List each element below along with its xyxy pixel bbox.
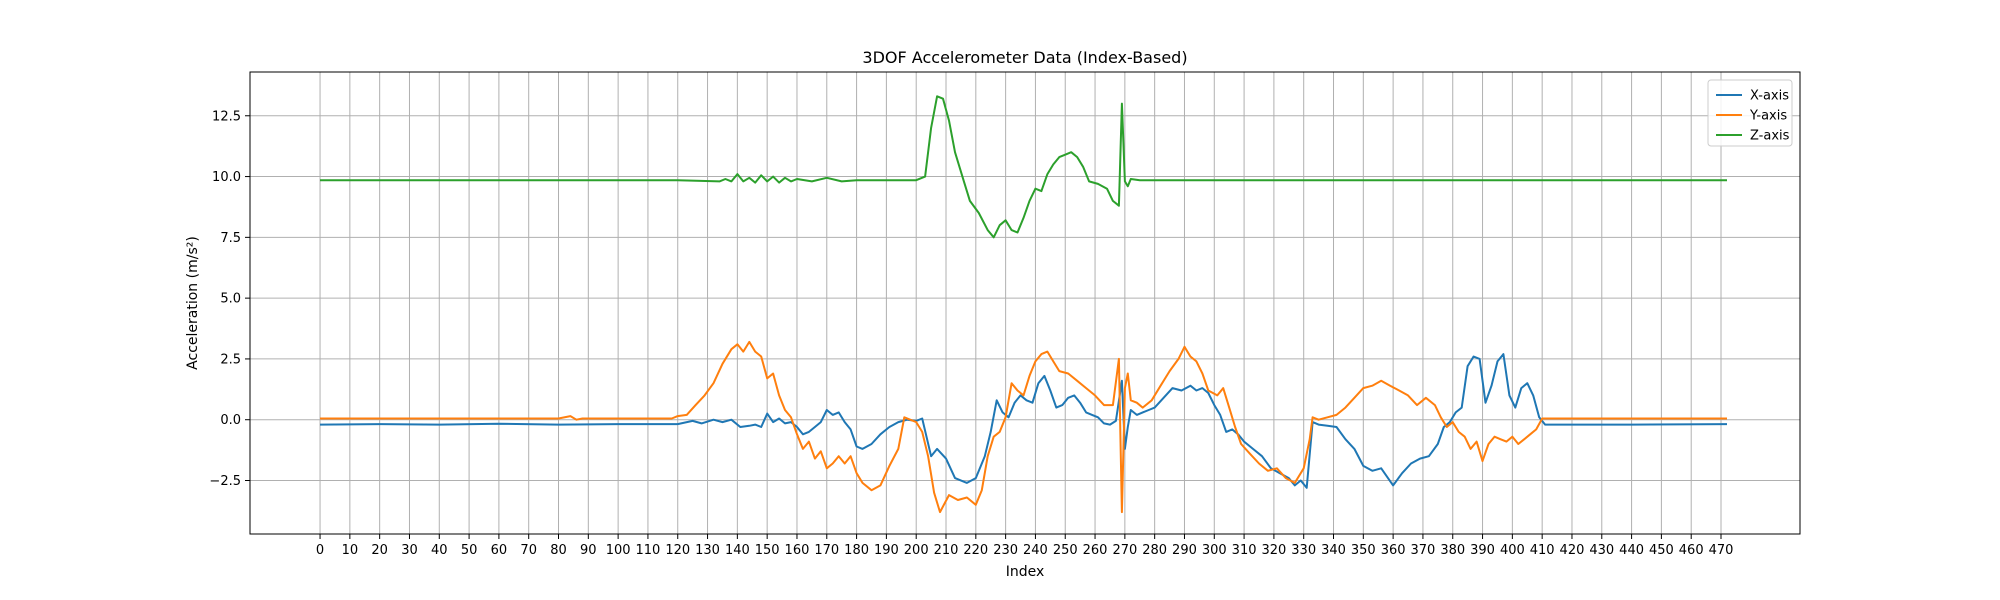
x-tick-label: 400 — [1500, 543, 1525, 558]
y-axis-ticks: −2.5 0.0 2.5 5.0 7.5 10.0 12.5 — [209, 109, 250, 489]
x-tick-label: 380 — [1440, 543, 1465, 558]
series-line-z-axis — [320, 95, 1727, 239]
y-tick-label: 2.5 — [220, 352, 241, 367]
x-tick-label: 250 — [1053, 543, 1078, 558]
x-tick-label: 270 — [1112, 543, 1137, 558]
x-tick-label: 80 — [550, 543, 567, 558]
series-lines — [319, 95, 1728, 514]
x-tick-label: 240 — [1023, 543, 1048, 558]
x-tick-label: 170 — [814, 543, 839, 558]
x-tick-label: 290 — [1172, 543, 1197, 558]
x-tick-label: 210 — [934, 543, 959, 558]
y-tick-label: 7.5 — [220, 231, 241, 246]
x-tick-label: 440 — [1619, 543, 1644, 558]
x-tick-label: 40 — [431, 543, 448, 558]
x-tick-label: 320 — [1261, 543, 1286, 558]
y-tick-label: 0.0 — [220, 413, 241, 428]
x-tick-label: 50 — [461, 543, 478, 558]
x-tick-label: 430 — [1589, 543, 1614, 558]
legend: X-axis Y-axis Z-axis — [1707, 79, 1793, 147]
x-axis-ticks: 0 10 20 30 40 50 60 70 80 90 100 110 120 130 140 150 160… — [316, 534, 1734, 558]
legend-label: X-axis — [1750, 89, 1789, 104]
x-tick-label: 340 — [1321, 543, 1346, 558]
x-tick-label: 0 — [316, 543, 324, 558]
y-tick-label: 10.0 — [212, 170, 241, 185]
x-tick-label: 470 — [1709, 543, 1734, 558]
x-tick-label: 360 — [1381, 543, 1406, 558]
x-tick-label: 420 — [1560, 543, 1585, 558]
x-tick-label: 410 — [1530, 543, 1555, 558]
y-tick-label: 5.0 — [220, 292, 241, 307]
x-tick-label: 20 — [371, 543, 388, 558]
x-tick-label: 200 — [904, 543, 929, 558]
series-line-y-axis — [320, 340, 1727, 514]
x-tick-label: 130 — [695, 543, 720, 558]
x-tick-label: 190 — [874, 543, 899, 558]
x-tick-label: 350 — [1351, 543, 1376, 558]
x-tick-label: 100 — [606, 543, 631, 558]
y-tick-label: 12.5 — [212, 109, 241, 124]
chart-title: 3DOF Accelerometer Data (Index-Based) — [862, 48, 1187, 67]
y-axis-label: Acceleration (m/s²) — [185, 236, 201, 370]
y-gridlines — [250, 115, 1800, 482]
x-tick-label: 220 — [963, 543, 988, 558]
x-tick-label: 120 — [665, 543, 690, 558]
x-tick-label: 90 — [580, 543, 597, 558]
x-tick-label: 460 — [1679, 543, 1704, 558]
x-tick-label: 230 — [993, 543, 1018, 558]
x-tick-label: 330 — [1291, 543, 1316, 558]
x-tick-label: 300 — [1202, 543, 1227, 558]
x-tick-label: 280 — [1142, 543, 1167, 558]
legend-box — [1707, 79, 1793, 147]
x-tick-label: 150 — [755, 543, 780, 558]
x-axis-label: Index — [1006, 564, 1045, 580]
y-tick-label: −2.5 — [209, 474, 241, 489]
plot-frame — [249, 71, 1801, 535]
x-tick-label: 30 — [401, 543, 418, 558]
x-tick-label: 110 — [636, 543, 661, 558]
legend-label: Y-axis — [1749, 109, 1787, 124]
x-tick-label: 70 — [520, 543, 537, 558]
series-line-x-axis — [319, 353, 1728, 489]
x-tick-label: 140 — [725, 543, 750, 558]
x-tick-label: 310 — [1232, 543, 1257, 558]
x-tick-label: 260 — [1083, 543, 1108, 558]
legend-label: Z-axis — [1750, 129, 1790, 144]
x-tick-label: 370 — [1411, 543, 1436, 558]
x-tick-label: 10 — [342, 543, 359, 558]
x-tick-label: 450 — [1649, 543, 1674, 558]
x-tick-label: 390 — [1470, 543, 1495, 558]
plot-background — [250, 72, 1800, 534]
x-tick-label: 60 — [491, 543, 508, 558]
x-tick-label: 160 — [785, 543, 810, 558]
x-tick-label: 180 — [844, 543, 869, 558]
